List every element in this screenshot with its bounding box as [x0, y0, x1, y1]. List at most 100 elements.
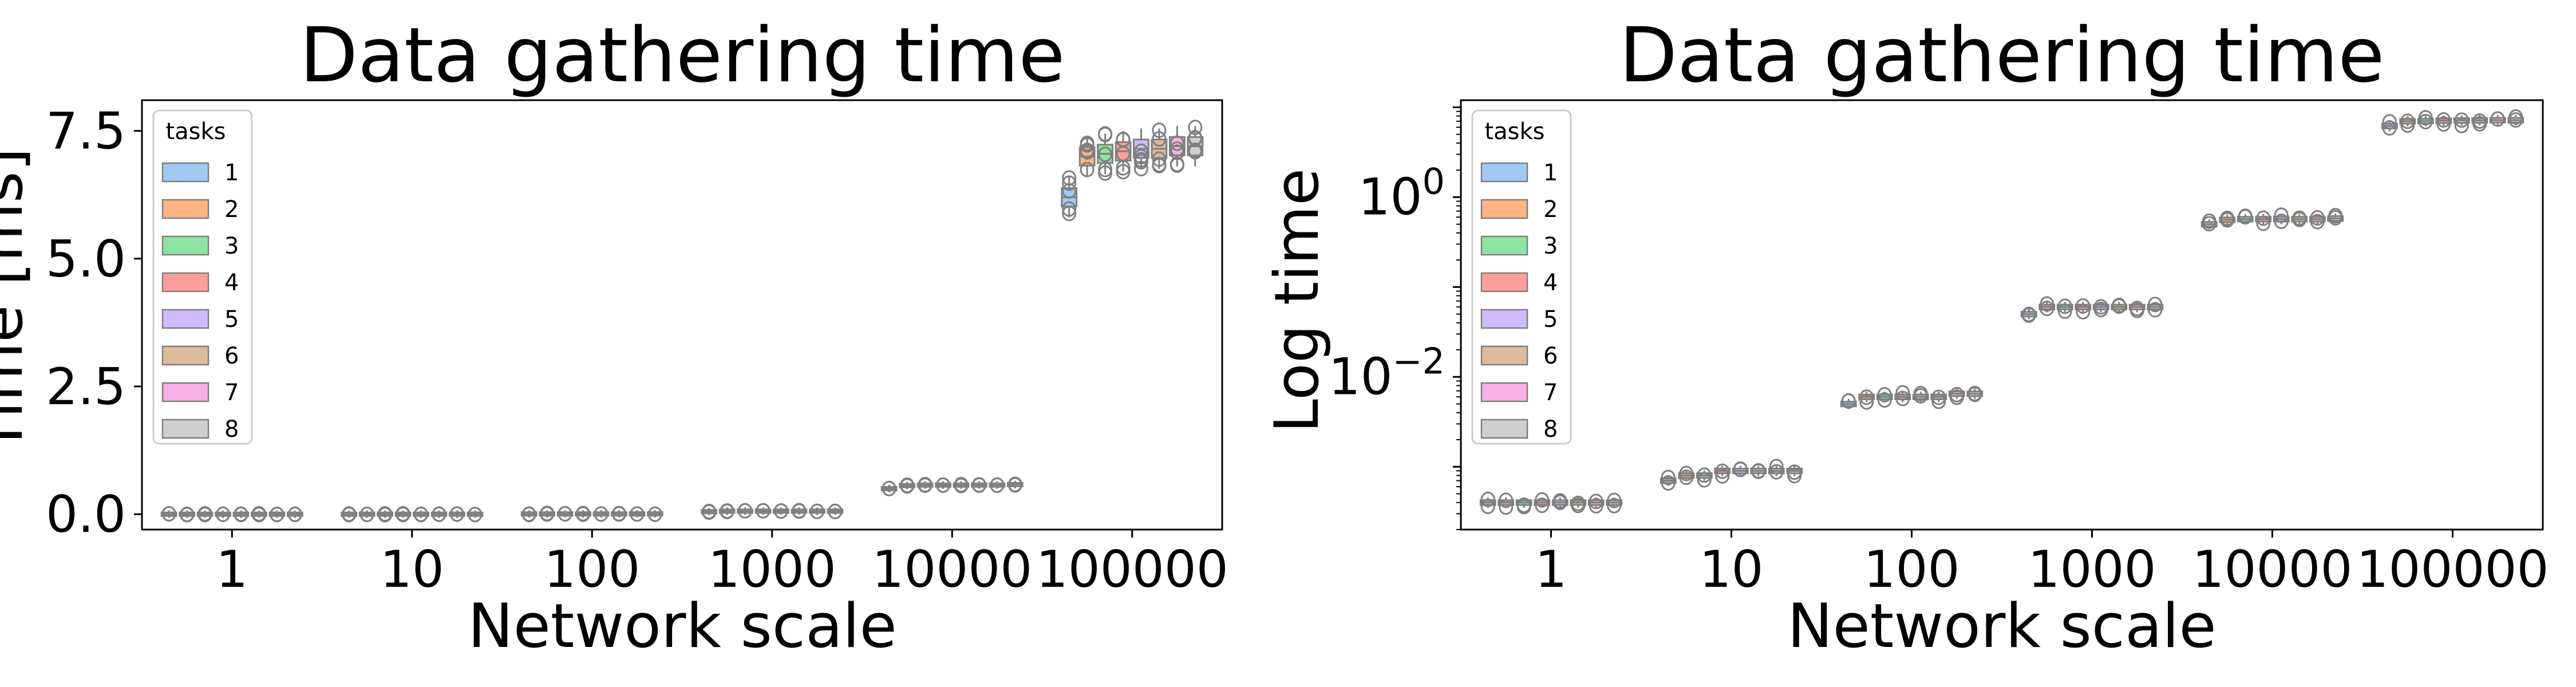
legend-label-2: 2 [224, 196, 239, 223]
legend-label-6: 6 [224, 343, 239, 369]
legend-title: tasks [1484, 119, 1544, 145]
outlier-point [1769, 459, 1784, 475]
outlier-point [378, 506, 393, 522]
outlier-point [2310, 210, 2325, 226]
outlier-point [1188, 142, 1203, 158]
outlier-point [1008, 476, 1022, 492]
outlier-point [1895, 390, 1910, 406]
outlier-point [342, 506, 357, 522]
outlier-point [1931, 393, 1946, 409]
outlier-point [1133, 149, 1148, 165]
legend-title: tasks [165, 119, 226, 145]
outlier-point [882, 480, 896, 496]
legend-swatch-3 [1480, 235, 1528, 256]
outlier-point [1499, 499, 1514, 515]
x-tick-label: 100000 [2357, 540, 2549, 599]
chart-panel-log: Data gathering time Log time Network sca… [1262, 11, 2549, 661]
y-tick-label: 100 [1358, 160, 1445, 226]
legend-swatch-3 [161, 235, 210, 256]
outlier-point [2129, 301, 2144, 317]
outlier-point [1535, 498, 1550, 514]
outlier-point [1516, 499, 1531, 515]
y-tick-label: 7.5 [46, 102, 126, 161]
x-tick-label: 10000 [2192, 540, 2353, 599]
outlier-point [2256, 210, 2271, 226]
outlier-point [2436, 112, 2451, 128]
legend-swatch-2 [1480, 199, 1528, 219]
y-tick-label: 2.5 [46, 357, 126, 416]
legend-swatch-8 [161, 418, 210, 439]
outlier-point [1859, 394, 1874, 410]
outlier-point [1751, 463, 1766, 479]
outlier-point [1080, 137, 1095, 153]
y-axis-label: Log time [1262, 168, 1332, 433]
legend-swatch-4 [1480, 272, 1528, 293]
chart-panel-linear: Data gathering time Time [ms] Network sc… [0, 11, 1228, 661]
x-tick-label: 1 [216, 540, 248, 599]
outlier-point [1098, 127, 1113, 143]
outlier-point [2057, 298, 2072, 314]
outlier-point [1098, 165, 1113, 181]
outlier-point [702, 504, 717, 520]
outlier-point [396, 506, 410, 522]
legend-swatch-2 [161, 199, 210, 219]
outlier-point [828, 503, 843, 519]
legend-swatch-1 [161, 162, 210, 183]
outlier-point [1152, 156, 1167, 172]
outlier-point [809, 503, 824, 519]
outlier-point [270, 507, 285, 523]
outlier-point [2076, 298, 2091, 314]
outlier-point [1170, 156, 1184, 172]
legend-label-8: 8 [224, 416, 239, 443]
legend-swatch-4 [161, 272, 210, 293]
outlier-point [2021, 307, 2036, 323]
outlier-point [1062, 175, 1077, 191]
outlier-point [2076, 303, 2091, 319]
outlier-point [1787, 468, 1802, 484]
outlier-point [2328, 210, 2343, 226]
chart-title: Data gathering time [1619, 11, 2384, 100]
legend: tasks 1 2 3 4 5 6 7 8 [152, 109, 253, 445]
legend-swatch-7 [161, 382, 210, 402]
outlier-point [1661, 469, 1676, 485]
outlier-point [2292, 211, 2307, 227]
x-tick-label: 10 [1700, 540, 1764, 599]
outlier-point [359, 506, 374, 522]
legend-label-5: 5 [224, 306, 239, 333]
outlier-point [1152, 151, 1167, 167]
outlier-point [1116, 145, 1131, 161]
outlier-point [792, 503, 807, 519]
outlier-point [1931, 389, 1946, 405]
outlier-point [2040, 301, 2055, 317]
legend-label-1: 1 [224, 160, 239, 186]
x-axis-label: Network scale [1787, 591, 2216, 661]
legend-label-4: 4 [1543, 270, 1558, 296]
legend-swatch-6 [1480, 345, 1528, 366]
outlier-point [1170, 135, 1184, 151]
outlier-point [611, 506, 626, 522]
x-tick-label: 10000 [872, 540, 1032, 599]
outlier-point [954, 477, 969, 493]
x-axis-label: Network scale [468, 591, 896, 661]
outlier-point [1116, 164, 1131, 180]
outlier-point [1188, 131, 1203, 147]
x-tick-label: 100000 [1036, 540, 1228, 599]
outlier-point [540, 506, 555, 522]
x-tick-label: 1000 [2028, 540, 2156, 599]
outlier-point [1949, 389, 1964, 405]
outlier-point [1769, 464, 1784, 480]
outlier-point [1080, 161, 1095, 177]
legend-label-3: 3 [1543, 233, 1558, 259]
outlier-point [738, 503, 753, 519]
outlier-point [1062, 201, 1077, 217]
legend-label-7: 7 [1543, 380, 1558, 406]
x-tick-label: 100 [544, 540, 640, 599]
outlier-point [468, 507, 483, 523]
outlier-point [1062, 183, 1077, 199]
outlier-point [1859, 389, 1874, 405]
outlier-point [2057, 303, 2072, 319]
legend-swatch-5 [161, 309, 210, 329]
outlier-point [413, 507, 428, 523]
outlier-point [773, 503, 788, 519]
outlier-point [2418, 110, 2433, 126]
